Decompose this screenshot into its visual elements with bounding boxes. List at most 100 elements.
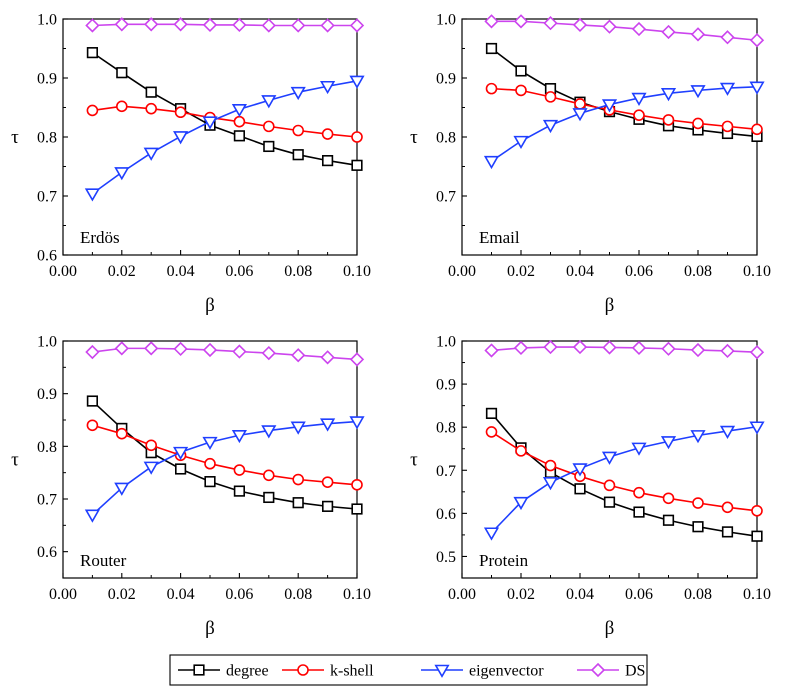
data-point-DS	[232, 344, 247, 359]
legend-item-eigenvector: eigenvector	[421, 663, 544, 680]
data-point-eigenvector	[349, 416, 365, 430]
data-point-degree	[721, 526, 734, 538]
data-point-k-shell	[515, 84, 527, 97]
x-axis-label: β	[605, 295, 615, 316]
legend-box	[169, 654, 648, 686]
data-point-k-shell	[692, 497, 704, 509]
data-point-eigenvector	[660, 88, 677, 102]
data-point-DS	[114, 341, 129, 356]
data-point-eigenvector	[631, 442, 647, 456]
legend-item-degree: degree	[178, 663, 269, 680]
data-point-degree	[692, 521, 704, 533]
panel-label: Protein	[479, 551, 529, 570]
data-point-k-shell	[116, 100, 128, 113]
plot-frame	[461, 18, 758, 256]
x-tick-label: 0.06	[625, 586, 653, 603]
data-point-eigenvector	[290, 421, 306, 435]
y-tick-label: 0.8	[37, 439, 57, 456]
y-tick-label: 0.9	[37, 386, 57, 403]
data-point-DS	[349, 352, 365, 367]
data-point-eigenvector	[749, 81, 765, 95]
data-point-k-shell	[633, 109, 645, 121]
data-point-eigenvector	[173, 446, 189, 461]
series-line-degree	[91, 400, 358, 510]
x-tick-label: 0.00	[448, 586, 476, 603]
series-line-k-shell	[92, 105, 358, 138]
y-tick-label: 0.7	[436, 463, 456, 480]
data-point-k-shell	[662, 114, 675, 126]
data-point-degree	[263, 140, 275, 153]
data-point-DS	[202, 17, 218, 33]
x-tick-label: 0.06	[225, 263, 253, 280]
data-point-k-shell	[603, 479, 616, 492]
data-point-k-shell	[321, 476, 334, 488]
data-point-DS	[114, 17, 129, 32]
y-tick-label: 0.9	[436, 71, 456, 88]
data-point-degree	[485, 407, 498, 419]
data-point-DS	[749, 345, 765, 360]
legend-marker	[434, 664, 450, 678]
data-point-degree	[204, 476, 216, 488]
series-line-DS	[491, 346, 758, 353]
data-point-eigenvector	[231, 429, 247, 444]
data-point-eigenvector	[114, 482, 130, 496]
legend-label: DS	[625, 663, 645, 680]
data-point-DS	[572, 339, 588, 355]
data-point-eigenvector	[572, 108, 588, 122]
data-point-DS	[85, 18, 100, 33]
data-point-eigenvector	[349, 75, 365, 89]
x-tick-label: 0.08	[284, 586, 312, 603]
data-point-k-shell	[633, 486, 645, 499]
data-point-k-shell	[86, 419, 99, 432]
data-point-eigenvector	[601, 99, 618, 113]
data-point-DS	[261, 18, 276, 33]
data-point-eigenvector	[173, 131, 189, 145]
legend-label: k-shell	[330, 663, 374, 680]
data-point-eigenvector	[483, 527, 500, 541]
x-tick-label: 0.06	[225, 586, 253, 603]
data-point-DS	[144, 341, 159, 356]
data-point-degree	[233, 485, 246, 497]
data-point-k-shell	[351, 131, 363, 143]
series-line-DS	[92, 23, 357, 27]
data-point-eigenvector	[542, 477, 559, 491]
series-line-eigenvector	[91, 420, 358, 516]
data-point-degree	[603, 496, 616, 508]
data-point-eigenvector	[261, 95, 277, 109]
data-point-k-shell	[116, 427, 128, 440]
y-tick-label: 0.6	[436, 506, 456, 523]
data-point-degree	[292, 149, 304, 161]
legend-item-k-shell: k-shell	[282, 663, 374, 680]
data-point-eigenvector	[290, 86, 306, 101]
data-point-eigenvector	[749, 421, 765, 435]
y-axis-label: τ	[11, 127, 19, 148]
x-tick-label: 0.04	[566, 263, 594, 280]
x-tick-label: 0.00	[49, 263, 77, 280]
data-point-degree	[351, 159, 363, 171]
data-point-degree	[292, 497, 304, 509]
y-tick-label: 0.5	[436, 549, 456, 566]
data-point-DS	[602, 19, 617, 34]
y-tick-label: 0.9	[436, 377, 456, 394]
data-point-DS	[749, 33, 765, 48]
data-point-k-shell	[721, 120, 734, 133]
data-point-DS	[572, 17, 588, 33]
data-point-eigenvector	[601, 451, 618, 465]
x-tick-label: 0.08	[684, 586, 712, 603]
data-point-degree	[751, 530, 763, 542]
series-line-eigenvector	[490, 425, 758, 534]
data-point-degree	[574, 483, 586, 495]
data-point-k-shell	[515, 445, 527, 457]
data-point-DS	[720, 343, 735, 359]
x-tick-label: 0.10	[343, 263, 371, 280]
data-point-eigenvector	[483, 155, 500, 170]
panel-email: 0.00 0.02 0.04 0.06 0.08 0.10 0.7 0.8 0.9 1.0 β τ Em…	[410, 12, 771, 317]
data-point-DS	[202, 342, 218, 358]
panel-label: Router	[80, 551, 127, 570]
x-tick-label: 0.08	[684, 263, 712, 280]
data-point-k-shell	[662, 492, 675, 505]
data-point-DS	[484, 343, 499, 358]
data-point-DS	[232, 17, 247, 33]
data-point-DS	[484, 14, 499, 29]
